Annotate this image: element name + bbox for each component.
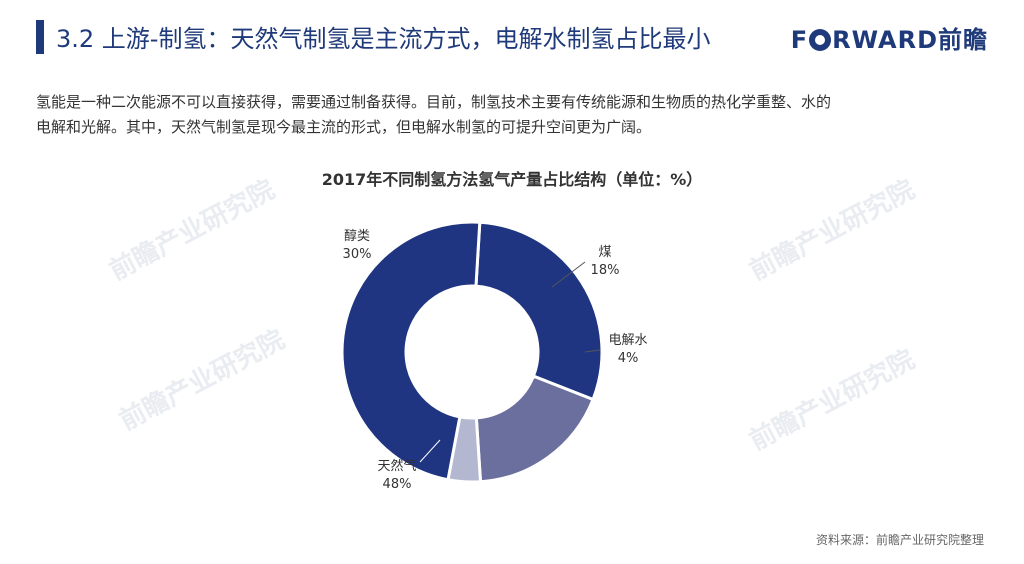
slice-category-label: 电解水 xyxy=(608,333,647,348)
chart-title: 2017年不同制氢方法氢气产量占比结构（单位：%） xyxy=(321,170,703,189)
title-accent-bar xyxy=(36,20,44,54)
leader-line xyxy=(551,261,586,288)
brand-logo: F RWARD前瞻 xyxy=(791,26,988,54)
logo-letters-rest: RWARD前瞻 xyxy=(832,26,988,54)
source-note: 资料来源：前瞻产业研究院整理 xyxy=(815,533,984,547)
slice-category-label: 煤 xyxy=(598,245,611,260)
leader-line xyxy=(584,349,601,353)
page-title: 3.2 上游-制氢：天然气制氢是主流方式，电解水制氢占比最小 xyxy=(56,25,711,53)
donut-slice xyxy=(474,374,595,484)
logo-o-circle-icon xyxy=(809,29,832,51)
donut-slice xyxy=(474,220,604,402)
slice-value-label: 4% xyxy=(618,351,639,366)
intro-line-1: 氢能是一种二次能源不可以直接获得，需要通过制备获得。目前，制氢技术主要有传统能源… xyxy=(36,93,832,111)
donut-slice xyxy=(340,220,482,482)
leader-line xyxy=(419,439,441,463)
logo-letter-f: F xyxy=(790,26,809,54)
intro-paragraph: 氢能是一种二次能源不可以直接获得，需要通过制备获得。目前，制氢技术主要有传统能源… xyxy=(36,90,986,140)
slice-value-label: 48% xyxy=(383,477,412,492)
intro-line-2: 电解和光解。其中，天然气制氢是现今最主流的形式，但电解水制氢的可提升空间更为广阔… xyxy=(36,118,652,136)
slice-value-label: 30% xyxy=(343,247,372,262)
slice-value-label: 18% xyxy=(591,263,620,278)
slice-category-label: 天然气 xyxy=(377,458,416,474)
slice-category-label: 醇类 xyxy=(344,228,370,244)
